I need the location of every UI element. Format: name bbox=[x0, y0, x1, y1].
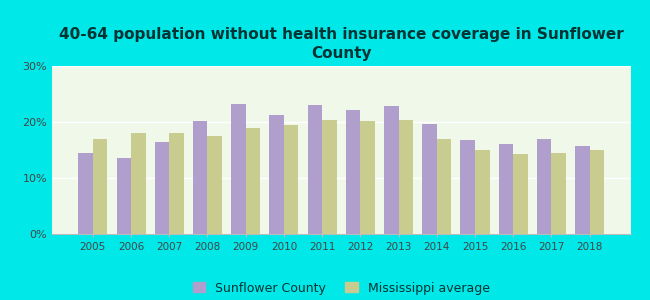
Bar bbox=[590, 150, 605, 234]
Bar bbox=[131, 133, 146, 234]
Bar bbox=[360, 121, 375, 234]
Bar bbox=[514, 154, 528, 234]
Bar bbox=[269, 115, 284, 234]
Bar bbox=[437, 139, 451, 234]
Bar bbox=[207, 136, 222, 234]
Bar bbox=[78, 153, 93, 234]
Bar bbox=[460, 140, 475, 234]
Bar bbox=[231, 104, 246, 234]
Bar bbox=[322, 120, 337, 234]
Bar bbox=[246, 128, 260, 234]
Bar bbox=[398, 120, 413, 234]
Bar bbox=[575, 146, 590, 234]
Bar bbox=[499, 144, 514, 234]
Bar bbox=[155, 142, 169, 234]
Bar bbox=[537, 139, 551, 234]
Bar bbox=[384, 106, 398, 234]
Bar bbox=[475, 150, 489, 234]
Bar bbox=[346, 110, 360, 234]
Bar bbox=[193, 121, 207, 234]
Bar bbox=[422, 124, 437, 234]
Bar bbox=[551, 153, 566, 234]
Legend: Sunflower County, Mississippi average: Sunflower County, Mississippi average bbox=[189, 278, 493, 298]
Bar bbox=[307, 105, 322, 234]
Bar bbox=[284, 125, 298, 234]
Title: 40-64 population without health insurance coverage in Sunflower
County: 40-64 population without health insuranc… bbox=[59, 27, 623, 61]
Bar bbox=[169, 133, 184, 234]
Bar bbox=[116, 158, 131, 234]
Bar bbox=[93, 139, 107, 234]
